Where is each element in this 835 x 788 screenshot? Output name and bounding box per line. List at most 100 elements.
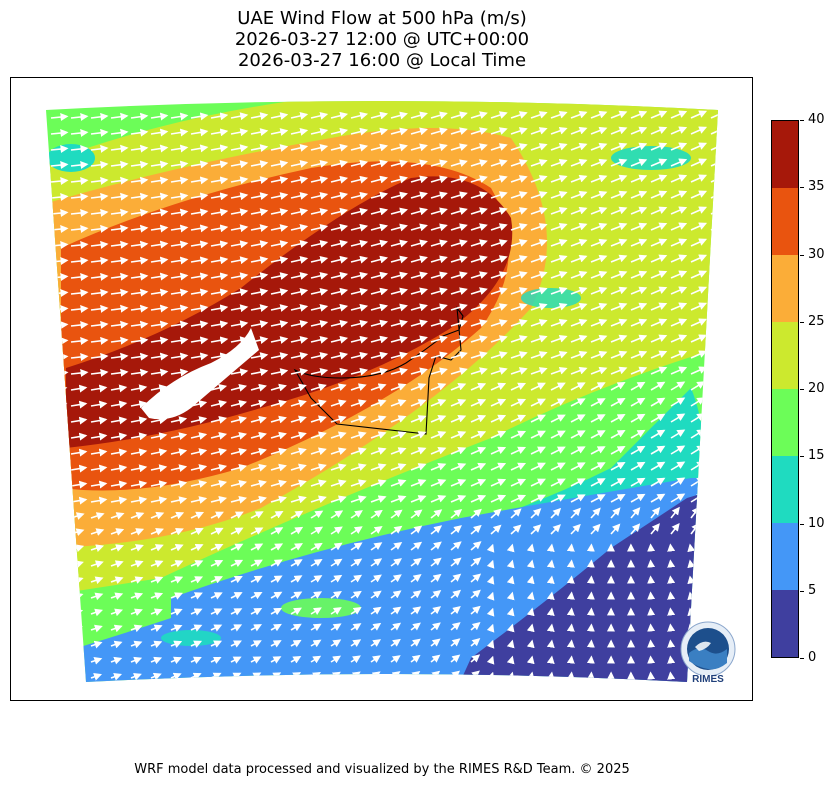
- wind-arrow: [90, 304, 109, 313]
- wind-arrow: [710, 126, 718, 135]
- wind-arrow: [470, 207, 488, 215]
- wind-arrow: [570, 110, 588, 119]
- wind-arrow: [310, 495, 327, 504]
- wind-arrow: [410, 399, 427, 407]
- wind-arrow: [590, 523, 601, 535]
- wind-arrow: [190, 384, 208, 392]
- wind-arrow: [230, 575, 243, 584]
- wind-arrow: [690, 350, 708, 359]
- wind-arrow: [566, 575, 575, 584]
- wind-arrow: [190, 576, 204, 584]
- wind-arrow: [130, 640, 143, 649]
- wind-arrow: [70, 209, 89, 217]
- wind-arrow: [290, 383, 307, 392]
- wind-arrow: [50, 432, 68, 441]
- wind-arrow: [450, 127, 468, 136]
- wind-arrow: [566, 591, 575, 600]
- wind-arrow: [450, 525, 462, 535]
- wind-arrow: [470, 446, 487, 455]
- wind-arrow: [130, 511, 145, 520]
- wind-arrow: [390, 175, 408, 184]
- wind-arrow: [610, 190, 628, 199]
- wind-arrow: [310, 447, 327, 456]
- wind-arrow: [370, 207, 389, 216]
- wind-arrow: [530, 478, 546, 487]
- wind-arrow: [130, 144, 149, 153]
- wind-arrow: [210, 208, 229, 217]
- wind-arrow: [250, 144, 269, 152]
- wind-arrow: [710, 318, 718, 327]
- uae-boundary: [293, 306, 464, 435]
- wind-arrow: [370, 143, 389, 152]
- wind-arrow: [310, 463, 327, 472]
- wind-arrow: [650, 429, 666, 439]
- wind-arrow: [410, 383, 427, 391]
- wind-arrow: [50, 544, 65, 553]
- wind-arrow: [190, 608, 203, 616]
- wind-arrow: [590, 126, 608, 135]
- wind-arrow: [710, 334, 718, 343]
- wind-arrow: [230, 479, 248, 488]
- wind-arrow: [530, 207, 548, 215]
- wind-arrow: [70, 321, 89, 329]
- wind-arrow: [370, 542, 383, 551]
- wind-arrow: [630, 350, 648, 359]
- wind-arrow: [310, 542, 323, 551]
- wind-arrow: [710, 270, 718, 279]
- wind-arrow: [250, 431, 267, 440]
- wind-arrow: [350, 447, 367, 455]
- wind-arrow: [470, 478, 487, 487]
- wind-arrow: [70, 624, 83, 633]
- wind-arrow: [250, 495, 267, 504]
- wind-arrow: [470, 494, 487, 503]
- wind-arrow: [710, 302, 718, 311]
- wind-arrow: [486, 607, 495, 617]
- wind-arrow: [410, 495, 427, 503]
- wind-arrow: [210, 352, 229, 361]
- wind-arrow: [550, 478, 566, 487]
- wind-arrow: [250, 336, 269, 344]
- wind-arrow: [670, 522, 680, 535]
- wind-arrow: [390, 127, 408, 136]
- wind-arrow: [350, 431, 367, 439]
- wind-arrow: [110, 368, 129, 377]
- wind-arrow: [550, 462, 566, 471]
- wind-arrow: [270, 352, 289, 360]
- wind-arrow: [430, 239, 448, 248]
- wind-arrow: [110, 192, 129, 201]
- wind-arrow: [530, 111, 548, 119]
- wind-arrow: [270, 144, 289, 152]
- wind-arrow: [230, 160, 249, 169]
- wind-arrow: [390, 335, 408, 344]
- wind-arrow: [430, 463, 447, 471]
- wind-arrow: [510, 478, 527, 487]
- wind-arrow: [630, 254, 648, 263]
- wind-arrow: [370, 558, 383, 567]
- wind-arrow: [70, 416, 88, 425]
- wind-arrow: [290, 431, 307, 440]
- wind-arrow: [530, 255, 548, 263]
- wind-arrow: [590, 507, 601, 519]
- wind-arrow: [490, 287, 508, 295]
- wind-arrow: [90, 560, 104, 568]
- wind-arrow: [610, 126, 628, 135]
- wind-arrow: [570, 382, 586, 391]
- wind-arrow: [570, 174, 588, 183]
- wind-arrow: [170, 672, 182, 681]
- wind-arrow: [570, 302, 588, 311]
- wind-arrow: [590, 270, 608, 279]
- wind-arrow: [450, 398, 467, 407]
- wind-arrow: [350, 558, 363, 567]
- wind-arrow: [350, 542, 363, 551]
- wind-arrow: [670, 334, 688, 343]
- wind-arrow: [150, 128, 169, 137]
- wind-arrow: [130, 192, 149, 201]
- wind-arrow: [370, 191, 389, 200]
- wind-arrow: [330, 574, 343, 583]
- wind-arrow: [330, 271, 349, 280]
- wind-arrow: [310, 271, 329, 280]
- wind-arrow: [290, 223, 309, 232]
- wind-arrow: [550, 507, 562, 519]
- wind-arrow: [270, 559, 283, 567]
- wind-arrow: [330, 127, 349, 136]
